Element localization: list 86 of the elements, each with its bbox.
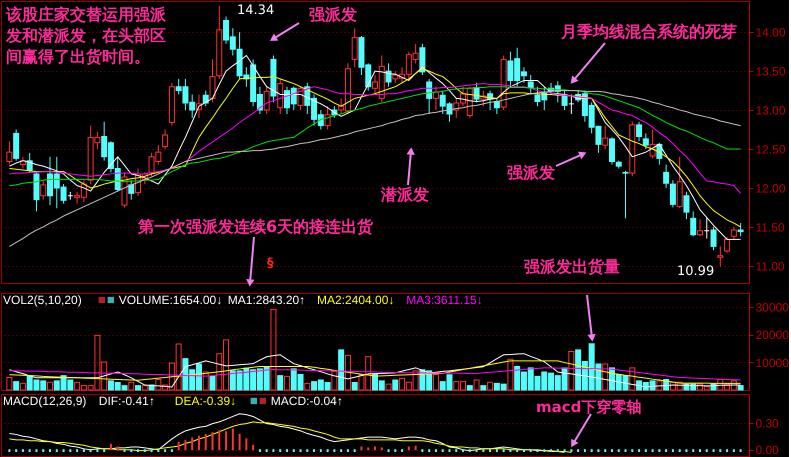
candlestick — [568, 94, 574, 114]
annotation: 潜派发 — [380, 185, 429, 204]
annotation: macd下穿零轴 — [536, 398, 642, 416]
bar — [507, 358, 514, 390]
bar — [344, 354, 351, 390]
y-tick-label: 11.50 — [756, 220, 785, 234]
annotation: 第一次强派发连续6天的接连出货 — [137, 217, 374, 236]
bar — [602, 363, 608, 390]
bar — [466, 385, 473, 390]
candlestick — [6, 140, 12, 166]
candlestick — [386, 62, 392, 88]
line-series — [8, 421, 572, 453]
bar — [352, 382, 358, 390]
text: MA3:3611.15↓ — [406, 293, 483, 307]
annotation: 强派发出货量 — [524, 257, 620, 276]
bar — [480, 385, 486, 390]
candlestick — [676, 156, 683, 209]
bar — [738, 385, 744, 390]
y-tick-label: 0.00 — [756, 443, 780, 457]
y-tick-label: 12.50 — [756, 142, 786, 157]
bar — [20, 382, 26, 390]
bar — [284, 376, 290, 390]
chart-title: MACD(12,26,9) — [3, 394, 86, 408]
candlestick — [616, 160, 622, 169]
bar — [568, 350, 574, 390]
bar — [338, 349, 344, 390]
bar — [13, 381, 20, 390]
y-tick-label: 0.30 — [756, 416, 780, 430]
y-tick-label: 20000 — [756, 328, 790, 342]
candlestick — [683, 191, 690, 220]
bar — [656, 380, 662, 390]
bar — [432, 374, 439, 390]
bar — [210, 376, 216, 390]
annotation: 强派发 — [309, 5, 357, 24]
candlestick — [650, 129, 656, 159]
line-series — [8, 353, 742, 388]
y-tick-label: 11.00 — [756, 259, 785, 274]
annotation: 10.99 — [677, 264, 714, 279]
bar — [487, 382, 494, 390]
annotation: 14.34 — [237, 3, 274, 18]
bar — [474, 380, 480, 390]
candlestick — [196, 94, 202, 118]
annotation: 月季均线混合系统的死芽 — [560, 22, 737, 41]
y-tick-label: 14.00 — [756, 26, 786, 40]
chart-title: VOL2(5,10,20) — [3, 293, 82, 307]
bar — [135, 385, 142, 390]
candlestick — [500, 55, 507, 111]
candlestick — [602, 125, 608, 150]
legend-label: MACD:-0.04↑ — [270, 394, 343, 408]
bar — [47, 382, 54, 390]
bar — [270, 308, 276, 390]
y-tick-label: 10000 — [756, 356, 790, 370]
text: MA2:2404.00↓ — [317, 293, 394, 307]
candlestick — [696, 218, 703, 237]
candlestick — [162, 129, 168, 150]
bar — [331, 370, 338, 390]
y-tick-label: 13.50 — [756, 64, 786, 79]
candlestick — [629, 121, 636, 177]
candlestick — [636, 121, 642, 142]
line-series — [8, 367, 742, 381]
bar — [277, 375, 284, 390]
bar — [629, 367, 636, 390]
bar — [386, 384, 392, 390]
line-series — [8, 413, 566, 453]
candlestick — [352, 28, 358, 68]
y-tick-label: 30000 — [756, 300, 790, 314]
legend-label: VOLUME:1654.00↓ — [118, 293, 222, 307]
bar — [304, 382, 310, 390]
candlestick — [717, 246, 724, 268]
bar — [202, 371, 209, 390]
annotation: § — [267, 256, 274, 271]
y-tick-label: 12.00 — [756, 181, 786, 196]
line-series — [8, 360, 742, 384]
text: DIF:-0.41↑ — [98, 394, 155, 408]
annotation: 强派发 — [507, 163, 555, 182]
candlestick — [690, 210, 696, 237]
bar — [142, 385, 148, 390]
bar — [128, 382, 134, 390]
text: MA1:2843.20↑ — [228, 293, 306, 307]
candlestick — [608, 136, 615, 166]
series-label: DEA:-0.39↓ — [174, 394, 236, 408]
annotation: 该股庄家交替运用强派发和潜派发，在头部区间赢得了出货时间。 — [5, 5, 167, 66]
candlestick — [710, 226, 717, 251]
bar — [392, 380, 398, 390]
bar — [6, 377, 12, 390]
y-tick-label: 13.00 — [756, 104, 786, 118]
